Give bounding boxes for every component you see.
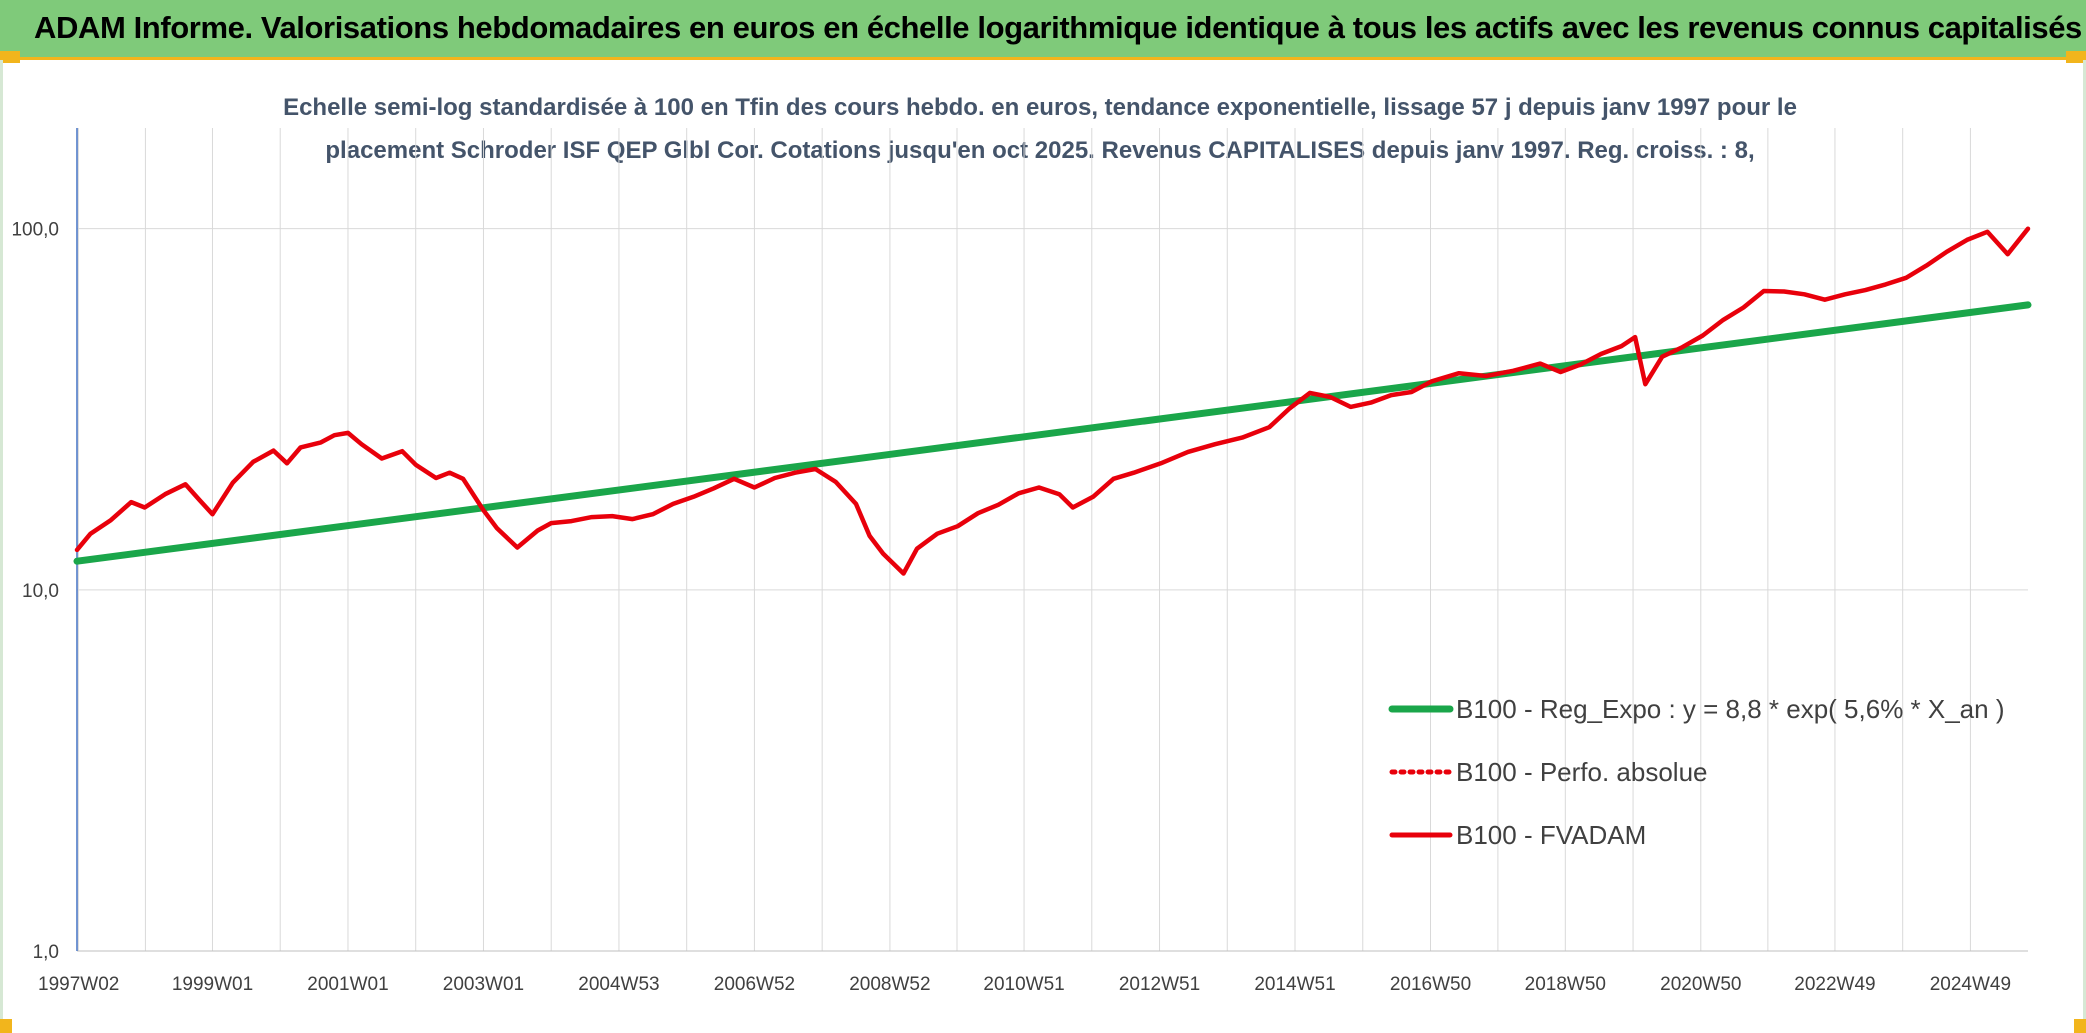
y-tick-label: 1,0 <box>33 942 59 963</box>
x-tick-label: 2004W53 <box>578 974 659 995</box>
series-lines <box>73 226 2032 576</box>
corner-mark-bottom-right <box>2074 1019 2086 1033</box>
y-tick-label: 10,0 <box>22 581 59 602</box>
chart-frame <box>0 60 2086 1033</box>
x-tick-label: 2022W49 <box>1794 974 1875 995</box>
report-title: ADAM Informe. Valorisations hebdomadaire… <box>34 10 2082 45</box>
grid-lines <box>76 128 2028 952</box>
chart-subtitle-line-1: Echelle semi-log standardisée à 100 en T… <box>283 94 1797 121</box>
corner-mark-right <box>2066 51 2086 63</box>
x-tick-label: 1997W02 <box>38 974 119 995</box>
x-tick-label: 2010W51 <box>983 974 1064 995</box>
x-tick-label: 2014W51 <box>1254 974 1335 995</box>
x-tick-label: 2001W01 <box>307 974 388 995</box>
x-tick-label: 2008W52 <box>849 974 930 995</box>
y-tick-label: 100,0 <box>11 220 59 241</box>
legend-label: B100 - Reg_Expo : y = 8,8 * exp( 5,6% * … <box>1456 694 2005 724</box>
performance-line <box>74 226 2031 576</box>
x-tick-label: 2016W50 <box>1390 974 1471 995</box>
corner-mark-left <box>0 51 20 63</box>
x-tick-label: 2018W50 <box>1525 974 1606 995</box>
x-tick-label: 2006W52 <box>714 974 795 995</box>
x-tick-label: 2003W01 <box>443 974 524 995</box>
chart-subtitle-line-2: placement Schroder ISF QEP Glbl Cor. Cot… <box>325 137 1754 164</box>
report-banner: ADAM Informe. Valorisations hebdomadaire… <box>0 0 2086 60</box>
x-tick-label: 1999W01 <box>172 974 253 995</box>
legend: B100 - Reg_Expo : y = 8,8 * exp( 5,6% * … <box>1388 694 2005 850</box>
legend-label: B100 - FVADAM <box>1456 820 1646 850</box>
legend-label: B100 - Perfo. absolue <box>1456 757 1708 787</box>
x-tick-label: 2012W51 <box>1119 974 1200 995</box>
axis-ticks: 1,0 10,0 100,0 1997W02 1999W01 2001W01 2003W01… <box>11 220 2011 995</box>
x-tick-label: 2020W50 <box>1660 974 1741 995</box>
corner-mark-bottom-left <box>0 1019 12 1033</box>
trend-line <box>73 301 2032 565</box>
x-tick-label: 2024W49 <box>1930 974 2011 995</box>
